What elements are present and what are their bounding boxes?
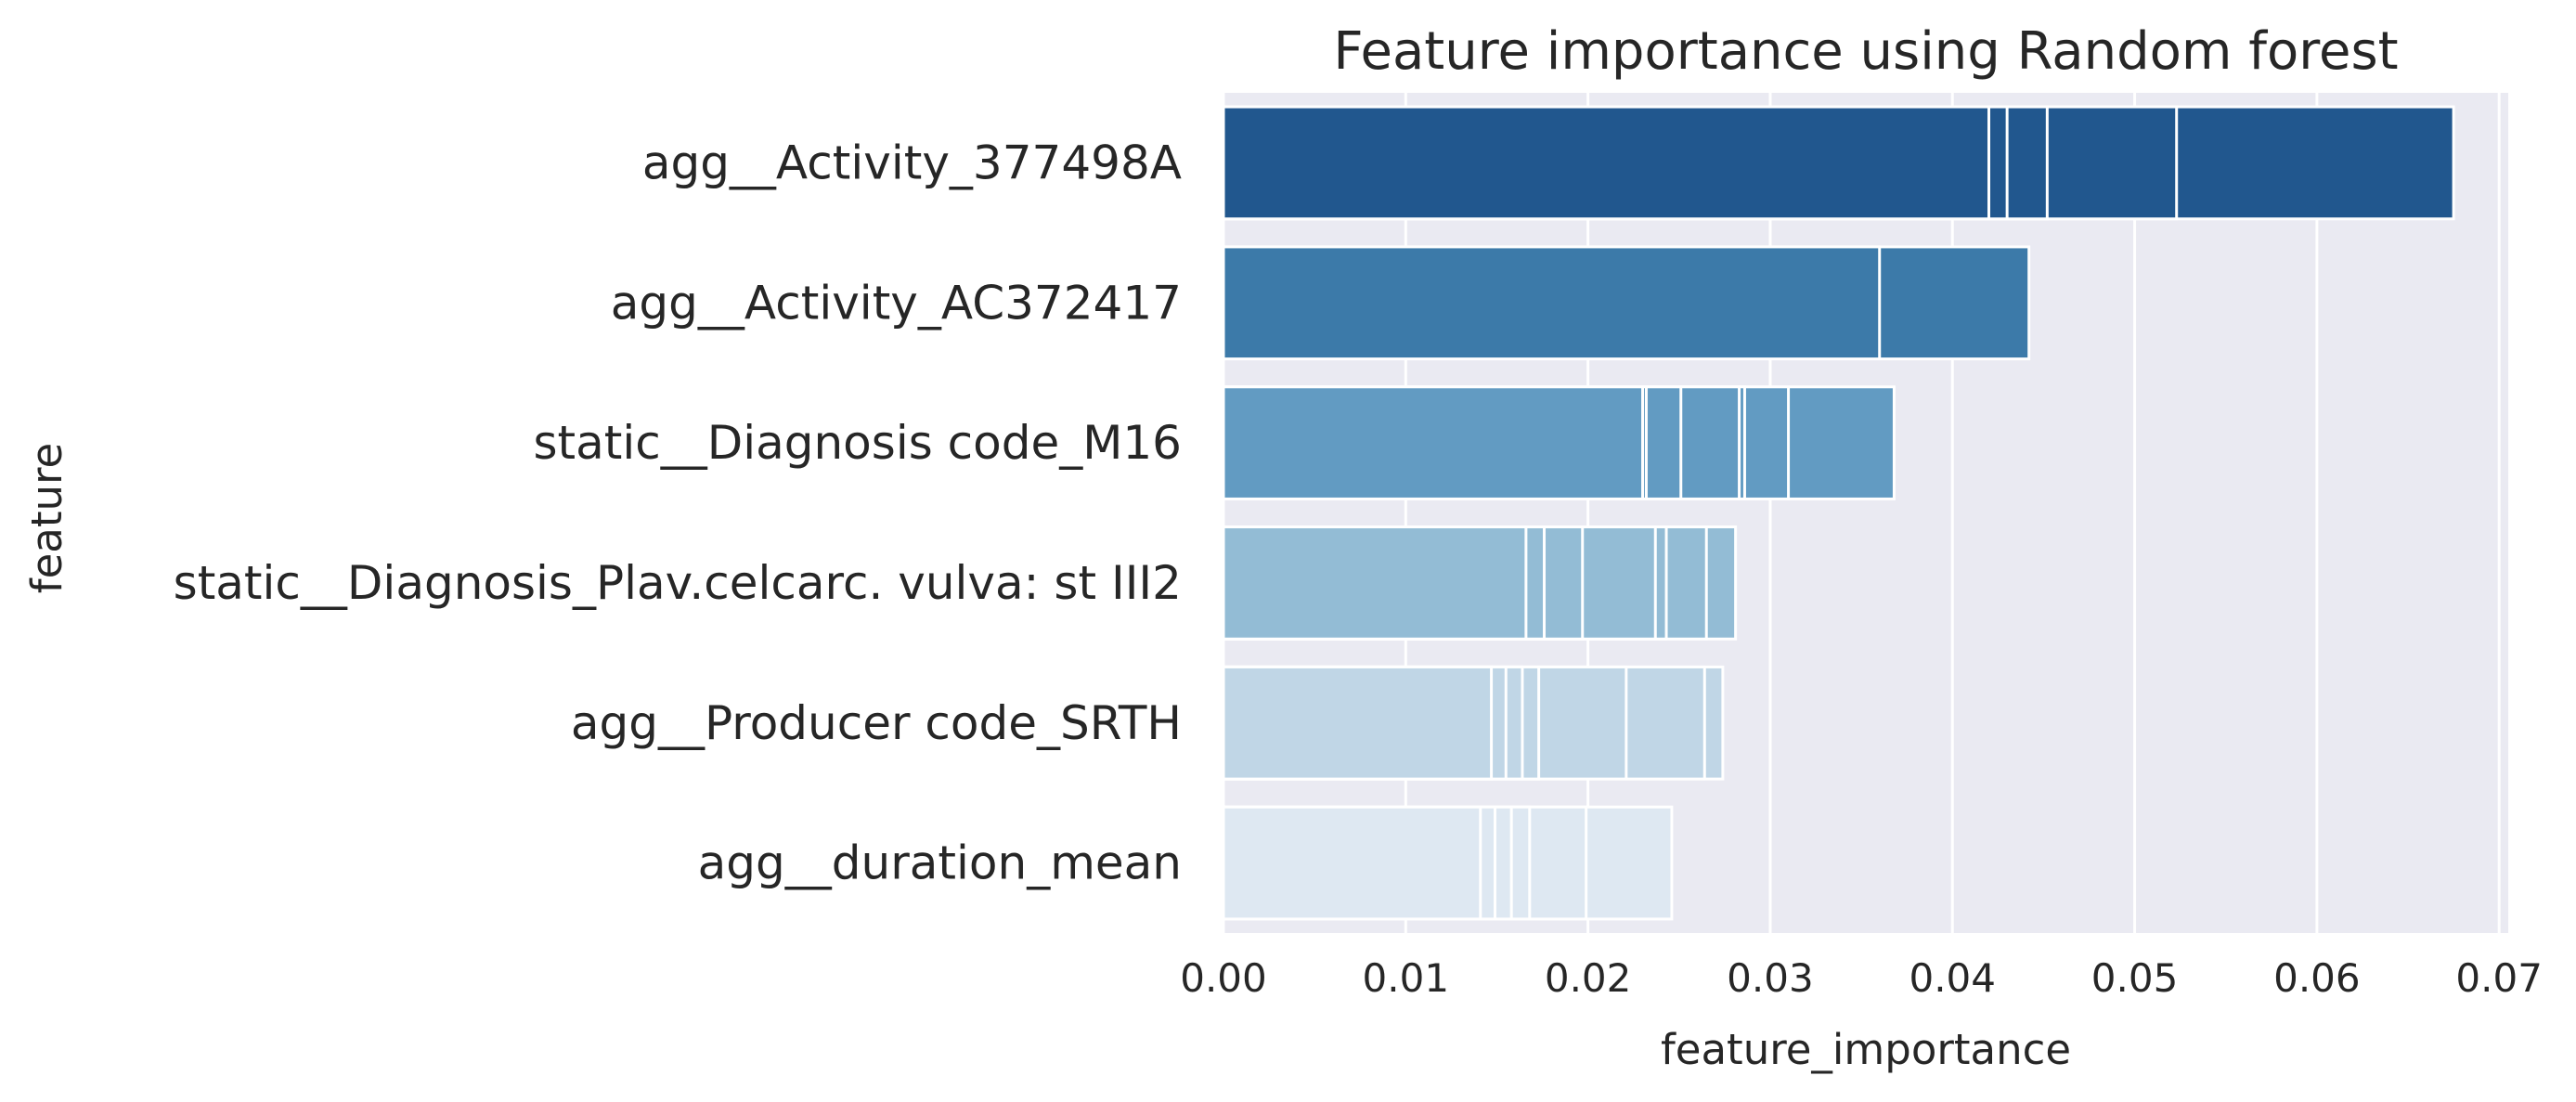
bar-segment (1222, 105, 1991, 221)
y-tick-label: static__Diagnosis code_M16 (533, 416, 1182, 470)
y-tick-label: agg__duration_mean (698, 836, 1182, 890)
y-tick-label: agg__Activity_377498A (642, 136, 1182, 189)
bar-segment (1222, 665, 1494, 781)
grid-lines (1222, 93, 2501, 933)
bar-segment (1222, 805, 1482, 921)
bar-segment (1222, 525, 1528, 641)
x-tick-label: 0.06 (2273, 955, 2361, 1001)
x-tick-label: 0.00 (1180, 955, 1267, 1001)
y-tick-label: agg__Producer code_SRTH (571, 696, 1182, 750)
x-tick-label: 0.03 (1727, 955, 1814, 1001)
bar-segment (1222, 245, 1882, 361)
x-tick-labels: 0.00 0.01 0.02 0.03 0.04 0.05 0.06 0.07 (1180, 955, 2543, 1001)
x-tick-label: 0.01 (1363, 955, 1450, 1001)
y-axis-label: feature (22, 443, 71, 593)
y-tick-labels: agg__Activity_377498A agg__Activity_AC372… (174, 136, 1182, 889)
y-tick-label: static__Diagnosis_Plav.celcarc. vulva: s… (174, 556, 1182, 610)
x-tick-label: 0.04 (1909, 955, 1996, 1001)
y-tick-label: agg__Activity_AC372417 (611, 276, 1182, 330)
x-tick-label: 0.05 (2091, 955, 2179, 1001)
x-tick-label: 0.07 (2455, 955, 2543, 1001)
bar-segment (1222, 385, 1645, 500)
chart-title: Feature importance using Random forest (1333, 21, 2398, 82)
bars (1222, 105, 2455, 921)
plot-background (1223, 93, 2508, 933)
x-axis-label: feature_importance (1661, 1025, 2071, 1074)
x-tick-label: 0.02 (1545, 955, 1632, 1001)
